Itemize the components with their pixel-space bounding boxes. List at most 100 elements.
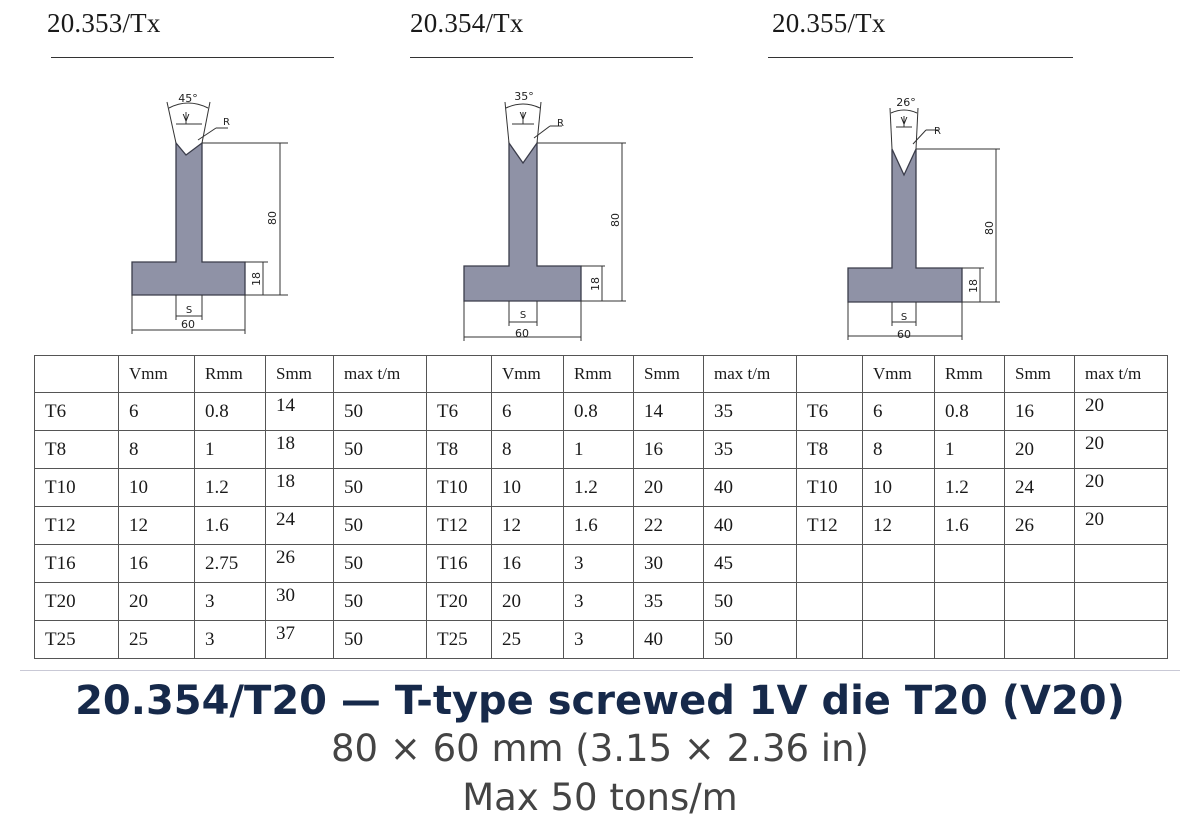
table-cell [1004,582,1075,621]
table-cell: 3 [194,582,266,621]
table-header-cell: Vmm [118,355,195,393]
table-cell [796,582,863,621]
table-cell: 20 [633,468,704,507]
die-drawing-3: 26° V R S 60 80 18 [834,82,1074,352]
table-cell: 16 [491,544,564,583]
base-height-label: 18 [967,279,980,293]
table-cell: 20 [1074,392,1168,431]
table-cell: 1.6 [934,506,1005,545]
table-cell: 14 [633,392,704,431]
table-cell: 3 [563,544,634,583]
die-profile [463,140,582,302]
table-cell: 20 [118,582,195,621]
table-cell: 1.2 [194,468,266,507]
table-header-cell: Rmm [563,355,634,393]
table-cell: 8 [862,430,935,469]
table-header-cell: Rmm [194,355,266,393]
product-title: 20.354/T20 — T-type screwed 1V die T20 (… [75,678,1125,724]
table-cell: 3 [194,620,266,659]
r-label: R [223,117,230,128]
table-cell [862,582,935,621]
table-cell: 50 [333,392,427,431]
table-cell: 35 [633,582,704,621]
table-cell: 1.2 [563,468,634,507]
die-drawing-2: 35° V R S 60 80 18 [450,86,690,356]
table-cell: T16 [34,544,119,583]
table-cell: 22 [633,506,704,545]
height-label: 80 [266,211,279,225]
model-title-3: 20.355/Tx [772,8,886,38]
table-cell: 50 [333,582,427,621]
table-row: T10 10 1.2 18 50 T10 10 1.2 20 40 T10 10 1.2 24 20 [34,468,1168,507]
table-row: T16 16 2.75 26 50 T16 16 3 30 45 [34,544,1168,583]
table-cell: 1 [934,430,1005,469]
table-header-cell: max t/m [703,355,797,393]
table-cell: 26 [265,544,334,583]
table-cell: 1 [563,430,634,469]
table-cell [1004,620,1075,659]
table-row: T20 20 3 30 50 T20 20 3 35 50 [34,582,1168,621]
table-header-cell [34,355,119,393]
width-label: 60 [515,327,529,340]
table-cell: 10 [491,468,564,507]
table-header-cell: max t/m [1074,355,1168,393]
table-cell [1074,620,1168,659]
table-cell: 0.8 [194,392,266,431]
table-header-cell: Smm [633,355,704,393]
table-cell: 35 [703,392,797,431]
height-label: 80 [983,221,996,235]
table-header-cell [426,355,492,393]
table-cell: T16 [426,544,492,583]
table-cell: 26 [1004,506,1075,545]
table-cell: 50 [333,544,427,583]
die-profile [131,141,246,296]
table-cell: 1.2 [934,468,1005,507]
table-cell: T8 [426,430,492,469]
r-label: R [557,118,564,129]
table-cell [934,544,1005,583]
table-cell: 25 [491,620,564,659]
table-cell: T10 [796,468,863,507]
table-header-row: Vmm Rmm Smm max t/m Vmm Rmm Smm max t/m Vmm Rmm Sm… [34,355,1168,393]
table-row: T8 8 1 18 50 T8 8 1 16 35 T8 8 1 20 20 [34,430,1168,469]
table-cell: 10 [862,468,935,507]
table-cell: 6 [118,392,195,431]
table-cell: 2.75 [194,544,266,583]
title-rule-2 [410,57,693,58]
table-cell: 24 [265,506,334,545]
table-cell: T25 [34,620,119,659]
table-cell: 37 [265,620,334,659]
table-cell [934,582,1005,621]
table-cell: 20 [491,582,564,621]
v-label: V [901,116,908,127]
table-row: T25 25 3 37 50 T25 25 3 40 50 [34,620,1168,659]
table-row: T12 12 1.6 24 50 T12 12 1.6 22 40 T12 12 1.6 26 20 [34,506,1168,545]
table-cell [862,544,935,583]
table-cell: 50 [703,620,797,659]
caption-divider [20,670,1180,671]
height-label: 80 [609,213,622,227]
table-header-cell: Vmm [862,355,935,393]
table-cell: 16 [1004,392,1075,431]
table-cell: 50 [703,582,797,621]
v-label: V [183,113,190,124]
table-cell: T8 [796,430,863,469]
product-dimensions: 80 × 60 mm (3.15 × 2.36 in) [331,727,869,770]
table-cell: 50 [333,620,427,659]
table-cell: 50 [333,468,427,507]
table-cell: 0.8 [934,392,1005,431]
table-cell: 12 [118,506,195,545]
spec-table: Vmm Rmm Smm max t/m Vmm Rmm Smm max t/m Vmm Rmm Sm… [34,355,1168,659]
table-cell: 20 [1074,506,1168,545]
table-cell: T6 [34,392,119,431]
table-cell: 18 [265,430,334,469]
table-cell [796,620,863,659]
table-cell: 50 [333,430,427,469]
table-cell: T25 [426,620,492,659]
width-label: 60 [181,318,195,331]
angle-label: 45° [178,92,198,105]
table-cell: 50 [333,506,427,545]
table-cell: 30 [265,582,334,621]
table-cell: 40 [633,620,704,659]
table-cell [796,544,863,583]
